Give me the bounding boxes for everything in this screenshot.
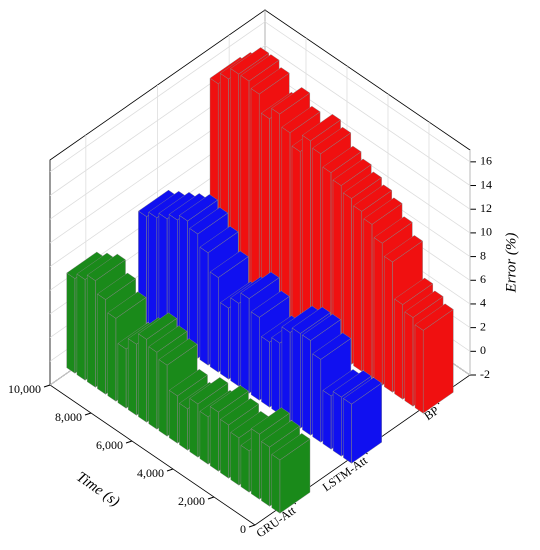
x-tick xyxy=(248,524,256,528)
y-axis-label: Error (%) xyxy=(503,233,519,294)
slab xyxy=(271,433,311,514)
x-tick xyxy=(43,384,51,388)
category-label: LSTM-Att xyxy=(320,453,371,494)
x-axis-label: Time (s) xyxy=(73,469,122,510)
x-tick xyxy=(84,412,92,416)
y-tick-label: -2 xyxy=(480,367,490,381)
y-tick-label: 4 xyxy=(480,296,486,310)
x-tick xyxy=(166,468,174,472)
y-tick-label: 8 xyxy=(480,248,486,262)
x-tick xyxy=(207,496,215,500)
x-tick-label: 8,000 xyxy=(55,410,82,424)
y-tick-label: 12 xyxy=(480,201,492,215)
x-tick-label: 4,000 xyxy=(137,466,164,480)
x-tick-label: 6,000 xyxy=(96,438,123,452)
x-tick-label: 10,000 xyxy=(8,382,41,396)
y-tick-label: 10 xyxy=(480,225,492,239)
y-tick-label: 0 xyxy=(480,343,486,357)
y-tick-label: 6 xyxy=(480,272,486,286)
y-tick-label: 2 xyxy=(480,319,486,333)
x-tick-label: 2,000 xyxy=(178,494,205,508)
x-tick-label: 0 xyxy=(240,522,246,536)
y-tick-label: 16 xyxy=(480,154,492,168)
slab xyxy=(414,303,454,414)
y-tick-label: 14 xyxy=(480,177,492,191)
slab xyxy=(343,377,383,464)
x-tick xyxy=(125,440,133,444)
